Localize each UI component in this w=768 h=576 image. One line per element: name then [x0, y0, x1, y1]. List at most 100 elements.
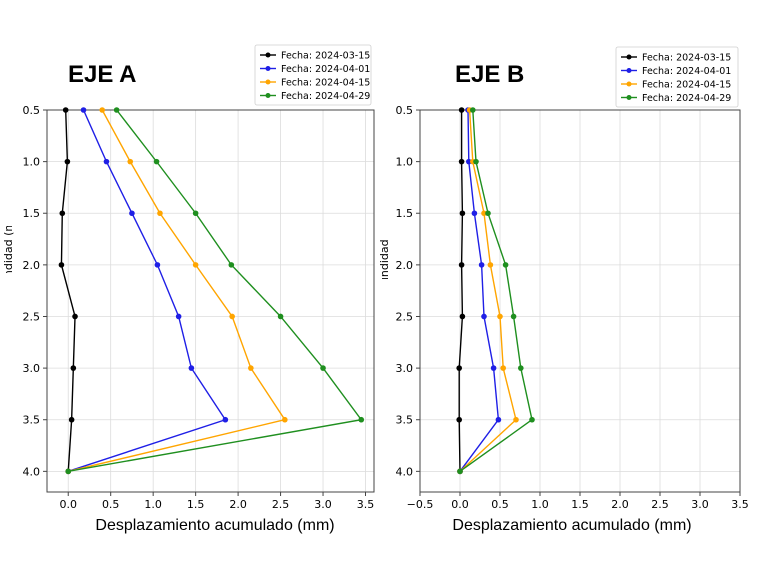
legend-entry: Fecha: 2024-04-15: [621, 80, 731, 91]
data-point: [458, 107, 465, 113]
legend-label: Fecha: 2024-04-01: [642, 66, 731, 77]
y-tick-label: 0.5: [396, 104, 414, 117]
data-point: [502, 262, 509, 268]
data-point: [487, 262, 494, 268]
data-point: [459, 313, 466, 320]
legend-label: Fecha: 2024-03-15: [642, 53, 731, 64]
data-point: [478, 262, 485, 268]
legend-marker: [626, 95, 632, 100]
y-tick-label: 3.5: [23, 414, 41, 427]
legend-marker: [265, 79, 271, 85]
legend-marker: [265, 66, 271, 71]
y-axis-label: Profundidad (m): [378, 217, 391, 306]
data-point: [358, 416, 365, 423]
data-point: [222, 416, 229, 423]
data-point: [510, 313, 517, 320]
data-point: [72, 313, 78, 320]
data-point: [192, 210, 199, 217]
x-tick-label: 1.5: [187, 498, 205, 511]
legend-label: Fecha: 2024-04-15: [281, 78, 370, 89]
y-tick-label: 1.0: [23, 156, 41, 169]
data-point: [456, 416, 463, 423]
x-tick-label: 1.0: [531, 498, 549, 511]
chart-title: EJE B: [455, 61, 524, 88]
series-line: [60, 109, 76, 472]
y-axis-label: Profundidad (m): [2, 217, 15, 306]
legend-label: Fecha: 2024-04-29: [281, 91, 370, 102]
y-tick-label: 1.0: [396, 156, 414, 169]
data-point: [99, 107, 106, 113]
data-point: [466, 158, 472, 165]
series-line: [68, 109, 227, 473]
legend-label: Fecha: 2024-04-01: [281, 64, 370, 75]
x-axis-label: Desplazamiento acumulado (mm): [95, 517, 334, 534]
series-1: [65, 107, 229, 475]
data-point: [188, 365, 195, 371]
y-tick-label: 2.0: [23, 259, 41, 272]
y-tick-label: 4.0: [396, 465, 414, 478]
data-point: [320, 365, 326, 371]
series-3: [457, 107, 535, 475]
x-tick-label: 3.5: [731, 498, 749, 511]
x-tick-label: 1.0: [144, 498, 162, 511]
data-point: [58, 262, 65, 268]
data-point: [68, 416, 75, 423]
data-point: [175, 313, 182, 320]
data-point: [65, 468, 72, 475]
data-point: [459, 210, 466, 217]
x-tick-label: 0.5: [102, 498, 120, 511]
legend-marker: [265, 93, 271, 98]
y-tick-label: 4.0: [23, 465, 41, 478]
x-tick-label: 3.0: [314, 498, 332, 511]
legend-entry: Fecha: 2024-04-01: [260, 64, 370, 75]
legend-entry: Fecha: 2024-04-15: [260, 78, 370, 89]
data-point: [500, 365, 507, 371]
data-point: [473, 158, 479, 165]
data-point: [113, 107, 120, 113]
plot-frame: [46, 109, 375, 493]
y-tick-label: 1.5: [23, 207, 41, 220]
data-point: [229, 313, 235, 320]
data-point: [458, 158, 465, 165]
data-point: [481, 210, 487, 217]
x-tick-label: 2.5: [651, 498, 669, 511]
data-point: [103, 158, 110, 165]
x-axis-label: Desplazamiento acumulado (mm): [452, 517, 691, 534]
legend-entry: Fecha: 2024-04-29: [260, 91, 370, 102]
chart-1: −0.5 0.0 0.5 1.0 1.5 2.0 2.5 3.0 3.5 0.5 1.0 1.5 2.0…: [378, 46, 749, 534]
data-point: [70, 365, 77, 371]
y-tick-label: 3.0: [396, 362, 414, 375]
series-line: [459, 109, 500, 472]
legend: Fecha: 2024-03-15 Fecha: 2024-04-01 Fecha:…: [615, 46, 739, 108]
legend-marker: [265, 52, 271, 58]
series-line: [458, 110, 464, 472]
data-point: [513, 416, 519, 423]
x-tick-label: −0.5: [407, 498, 434, 511]
legend-box: [615, 46, 739, 108]
legend-marker: [626, 54, 632, 60]
legend-entry: Fecha: 2024-03-15: [621, 53, 731, 64]
grid: [419, 109, 741, 492]
x-tick-label: 3.0: [691, 498, 709, 511]
y-tick-label: 1.5: [396, 207, 414, 220]
legend-entry: Fecha: 2024-04-01: [621, 66, 731, 77]
data-point: [248, 365, 254, 371]
data-point: [457, 468, 463, 475]
x-tick-label: 1.5: [571, 498, 589, 511]
data-point: [59, 210, 66, 217]
data-point: [485, 210, 491, 217]
data-point: [157, 210, 163, 217]
y-tick-label: 3.0: [23, 362, 41, 375]
series-3: [65, 107, 365, 475]
legend-label: Fecha: 2024-04-15: [642, 80, 731, 91]
chart-title: EJE A: [68, 61, 136, 88]
x-tick-label: 2.0: [229, 498, 247, 511]
x-tick-label: 3.5: [357, 498, 375, 511]
data-point: [529, 416, 535, 423]
series-2: [65, 107, 288, 475]
data-point: [153, 158, 160, 165]
data-point: [481, 313, 487, 320]
chart-0: 0.0 0.5 1.0 1.5 2.0 2.5 3.0 3.5 0.5 1.0 1.5 2.0 2.5 3…: [2, 44, 375, 534]
data-point: [129, 210, 135, 217]
